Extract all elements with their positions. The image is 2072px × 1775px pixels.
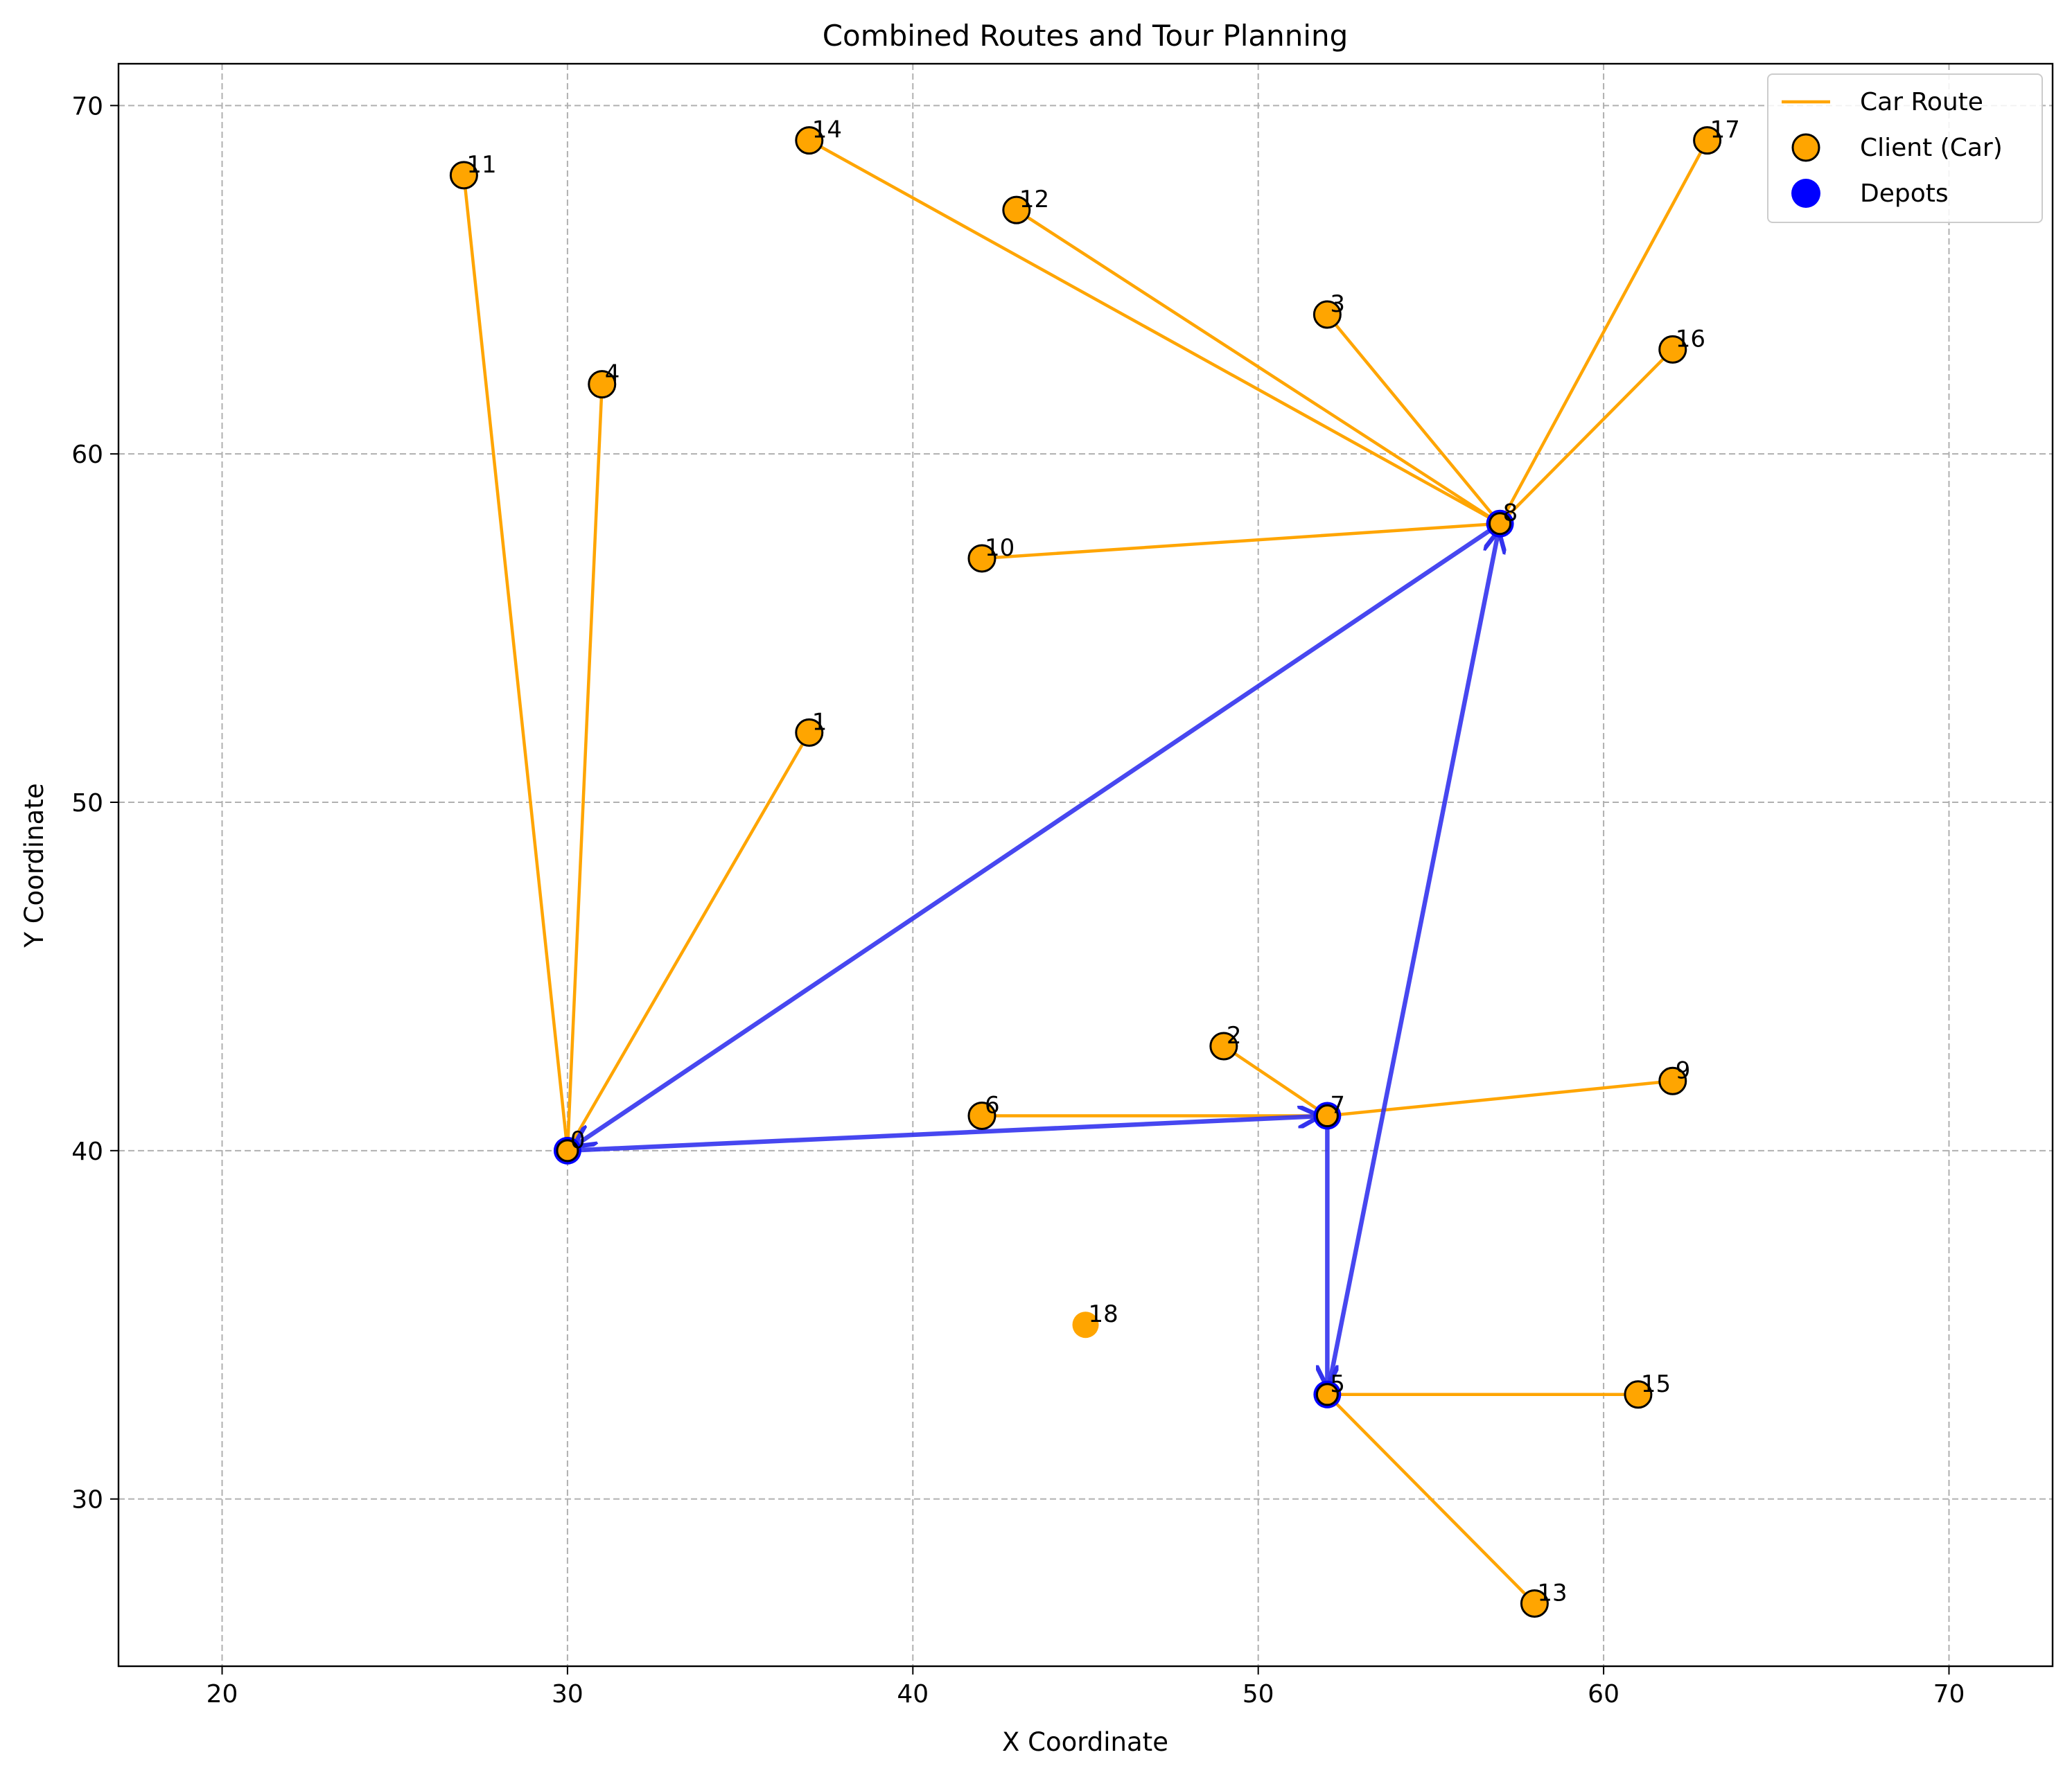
x-tick-label: 70 xyxy=(1933,1680,1965,1708)
node-label: 10 xyxy=(985,534,1015,562)
client-marker xyxy=(795,126,824,155)
nodes xyxy=(449,126,1722,1618)
y-axis-label: Y Coordinate xyxy=(19,783,49,948)
y-tick-label: 60 xyxy=(71,441,103,469)
node-label: 17 xyxy=(1710,116,1740,144)
car-route-segment xyxy=(1498,139,1709,525)
legend-label: Depots xyxy=(1860,179,1949,208)
car-route-segment xyxy=(980,522,1502,560)
tour-arrow xyxy=(567,1116,1320,1154)
node-label: 0 xyxy=(570,1127,586,1154)
chart-title: Combined Routes and Tour Planning xyxy=(823,19,1349,53)
client-marker xyxy=(795,718,824,747)
car-route-segment xyxy=(1498,348,1675,525)
car-route-segment xyxy=(565,382,604,1153)
node-label: 14 xyxy=(812,116,842,144)
x-tick-label: 30 xyxy=(552,1680,583,1708)
car-route-segment xyxy=(1326,1393,1536,1605)
client-marker xyxy=(449,161,478,190)
node-label: 7 xyxy=(1330,1092,1345,1120)
node-label: 15 xyxy=(1641,1370,1671,1398)
client-marker xyxy=(1312,300,1342,329)
x-tick-label: 60 xyxy=(1588,1680,1619,1708)
legend-client-swatch xyxy=(1791,133,1820,162)
y-tick-label: 40 xyxy=(71,1138,103,1166)
y-tick-label: 50 xyxy=(71,789,103,818)
node-label: 16 xyxy=(1676,325,1705,353)
unassigned-marker xyxy=(1072,1312,1099,1339)
client-marker xyxy=(1658,335,1687,364)
car-route-segment xyxy=(462,173,570,1153)
client-marker xyxy=(1520,1589,1549,1618)
node-label: 2 xyxy=(1227,1022,1242,1050)
x-tick-label: 40 xyxy=(897,1680,929,1708)
x-tick-label: 20 xyxy=(207,1680,238,1708)
node-label: 11 xyxy=(466,151,496,179)
car-route-segment xyxy=(1326,312,1502,525)
car-route-segment xyxy=(807,139,1502,525)
node-label: 12 xyxy=(1019,186,1049,213)
client-marker xyxy=(1315,1383,1339,1406)
plot-frame xyxy=(117,62,2054,1668)
client-marker xyxy=(1624,1380,1653,1409)
legend-label: Car Route xyxy=(1860,88,1983,116)
y-tick-label: 30 xyxy=(71,1486,103,1515)
client-marker xyxy=(588,370,617,399)
node-label: 4 xyxy=(605,360,620,388)
legend: Car Route Client (Car) Depots xyxy=(1767,73,2043,223)
y-tick-label: 70 xyxy=(71,92,103,121)
node-label: 18 xyxy=(1089,1300,1118,1328)
car-route-segment xyxy=(1015,208,1502,525)
client-marker xyxy=(967,544,997,573)
client-marker xyxy=(1002,195,1031,224)
gridlines xyxy=(118,64,2053,1666)
client-marker xyxy=(967,1102,997,1131)
node-label: 8 xyxy=(1503,500,1518,527)
client-marker xyxy=(1658,1066,1687,1095)
car-routes xyxy=(462,139,1709,1605)
tour-arrow xyxy=(1325,531,1498,1395)
legend-label: Client (Car) xyxy=(1860,134,2003,162)
x-tick-label: 50 xyxy=(1243,1680,1274,1708)
depot-tour xyxy=(567,522,1502,1395)
legend-depot-swatch xyxy=(1791,179,1820,208)
node-label: 13 xyxy=(1537,1579,1567,1607)
client-marker xyxy=(556,1139,579,1163)
x-axis-label: X Coordinate xyxy=(1002,1727,1168,1757)
client-marker xyxy=(1489,512,1512,536)
client-marker xyxy=(1693,126,1722,155)
client-marker xyxy=(1209,1032,1238,1061)
node-label: 9 xyxy=(1676,1057,1691,1084)
client-marker xyxy=(1315,1104,1339,1128)
node-label: 3 xyxy=(1330,290,1345,318)
car-route-segment xyxy=(1222,1044,1329,1118)
node-label: 1 xyxy=(812,708,827,736)
node-label: 5 xyxy=(1330,1370,1345,1398)
node-label: 6 xyxy=(985,1092,1000,1120)
tour-arrow xyxy=(573,522,1502,1147)
legend-box xyxy=(1767,73,2043,223)
car-route-segment xyxy=(565,731,811,1153)
